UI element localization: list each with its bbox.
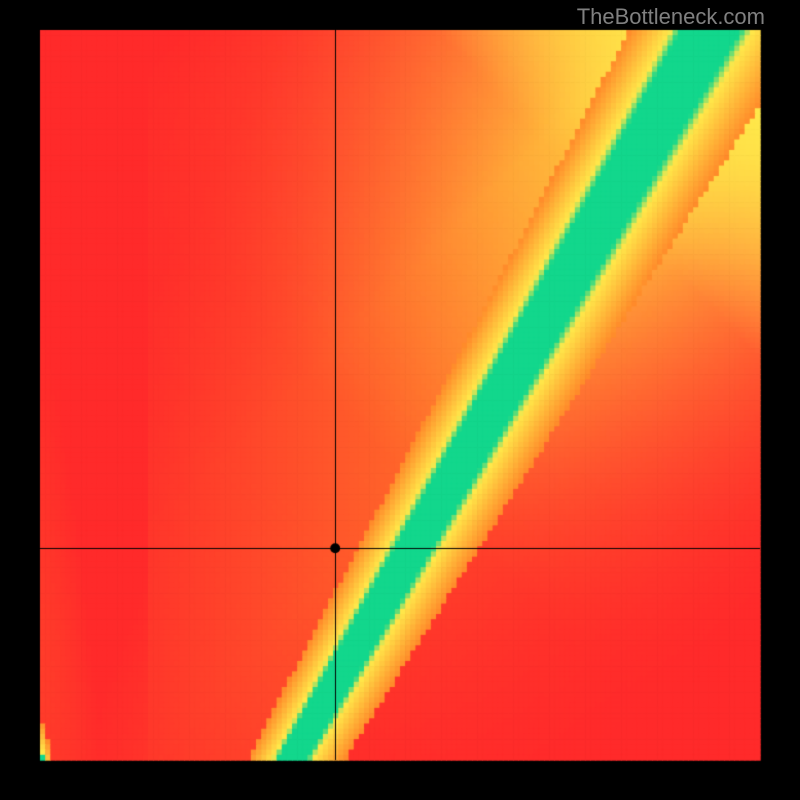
bottleneck-heatmap xyxy=(0,0,800,800)
chart-container: TheBottleneck.com xyxy=(0,0,800,800)
watermark-text: TheBottleneck.com xyxy=(577,4,765,30)
